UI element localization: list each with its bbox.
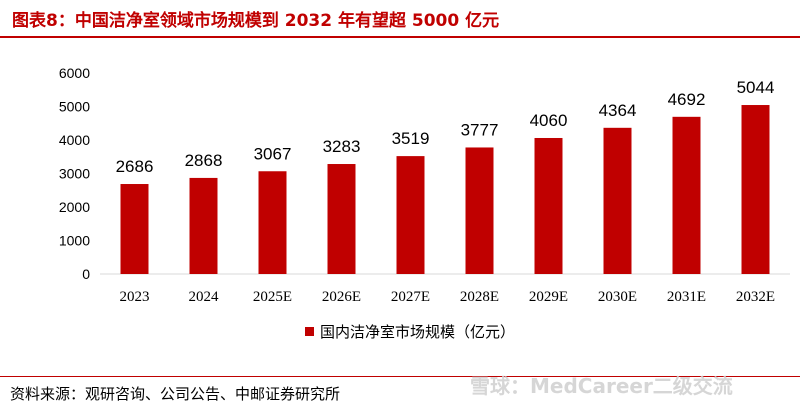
- y-tick-label: 4000: [59, 132, 90, 148]
- y-tick-label: 3000: [59, 166, 90, 182]
- bar-2027E: [396, 156, 425, 274]
- x-tick-label-2032E: 2032E: [736, 289, 775, 305]
- y-axis: 0 1000 2000 3000 4000 5000 6000: [59, 65, 90, 282]
- data-label-2032E: 5044: [737, 78, 775, 97]
- x-tick-label-2025E: 2025E: [253, 289, 292, 305]
- data-label-2029E: 4060: [530, 111, 568, 130]
- x-tick-label-2029E: 2029E: [529, 289, 568, 305]
- data-label-2030E: 4364: [599, 101, 637, 120]
- bar-2026E: [327, 164, 356, 274]
- x-tick-label-2028E: 2028E: [460, 289, 499, 305]
- x-axis: 2023 2024 2025E 2026E 2027E 2028E 2029E 2030E 20…: [100, 273, 790, 305]
- data-label-2023: 2686: [116, 157, 154, 176]
- watermark: 雪球：MedCareer二级交流: [470, 374, 733, 398]
- bar-2030E: [603, 127, 632, 274]
- x-tick-label-2023: 2023: [120, 289, 150, 305]
- x-tick-label-2026E: 2026E: [322, 289, 361, 305]
- x-tick-label-2030E: 2030E: [598, 289, 637, 305]
- x-tick-label-2027E: 2027E: [391, 289, 430, 305]
- bar-2023: [120, 184, 149, 274]
- data-labels: 2686 2868 3067 3283 3519 3777 4060 4364 4692 5044: [116, 78, 775, 176]
- data-label-2028E: 3777: [461, 120, 499, 139]
- data-label-2027E: 3519: [392, 129, 430, 148]
- legend: 国内洁净室市场规模（亿元）: [305, 323, 515, 341]
- bar-2031E: [672, 116, 701, 275]
- y-tick-label: 0: [82, 266, 90, 282]
- y-tick-label: 6000: [59, 65, 90, 81]
- figure-title: 图表8：中国洁净室领域市场规模到 2032 年有望超 5000 亿元: [12, 11, 500, 31]
- source-note: 资料来源：观研咨询、公司公告、中邮证券研究所: [10, 385, 341, 403]
- data-label-2031E: 4692: [668, 90, 706, 109]
- title-divider: [0, 36, 800, 38]
- data-label-2025E: 3067: [254, 144, 292, 163]
- bar-2029E: [534, 137, 563, 274]
- bar-2025E: [258, 171, 287, 274]
- x-tick-label-2031E: 2031E: [667, 289, 706, 305]
- footer-divider: [0, 376, 800, 377]
- y-tick-label: 2000: [59, 199, 90, 215]
- y-tick-label: 5000: [59, 99, 90, 115]
- data-label-2024: 2868: [185, 151, 223, 170]
- x-tick-label-2024: 2024: [189, 289, 220, 305]
- bar-2028E: [465, 147, 494, 274]
- bar-2024: [189, 177, 218, 274]
- bar-2032E: [741, 105, 770, 274]
- y-tick-label: 1000: [59, 233, 90, 249]
- data-label-2026E: 3283: [323, 137, 361, 156]
- bars: [120, 105, 770, 275]
- legend-swatch: [305, 327, 314, 336]
- legend-label: 国内洁净室市场规模（亿元）: [320, 323, 515, 341]
